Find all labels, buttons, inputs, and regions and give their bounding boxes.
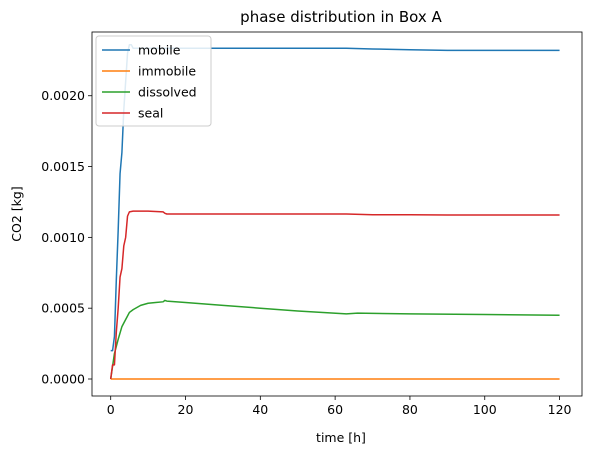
legend-label-mobile: mobile xyxy=(138,43,181,58)
x-tick-label: 80 xyxy=(402,402,418,417)
y-tick-label: 0.0010 xyxy=(41,230,85,245)
legend: mobile immobile dissolved seal xyxy=(95,35,212,127)
legend-label-dissolved: dissolved xyxy=(138,85,197,100)
x-tick-label: 20 xyxy=(178,402,194,417)
series-line-dissolved xyxy=(109,299,560,380)
y-axis: 0.0000 0.0005 0.0010 0.0015 0.0020 xyxy=(41,88,92,387)
y-axis-label: CO2 [kg] xyxy=(9,186,24,241)
chart-title: phase distribution in Box A xyxy=(240,8,442,26)
x-tick-label: 40 xyxy=(252,402,268,417)
x-tick-label: 0 xyxy=(107,402,115,417)
y-tick-label: 0.0020 xyxy=(41,88,85,103)
x-axis: 0 20 40 60 80 100 120 xyxy=(107,396,572,417)
legend-box xyxy=(95,35,212,127)
legend-label-seal: seal xyxy=(138,106,163,121)
x-tick-label: 120 xyxy=(548,402,572,417)
x-tick-label: 100 xyxy=(473,402,497,417)
x-tick-label: 60 xyxy=(327,402,343,417)
y-tick-label: 0.0005 xyxy=(41,301,85,316)
y-tick-label: 0.0015 xyxy=(41,159,85,174)
series-line-seal xyxy=(109,210,560,380)
x-axis-label: time [h] xyxy=(316,430,366,445)
y-tick-label: 0.0000 xyxy=(41,372,85,387)
plot-frame xyxy=(91,31,583,397)
legend-label-immobile: immobile xyxy=(138,64,196,79)
